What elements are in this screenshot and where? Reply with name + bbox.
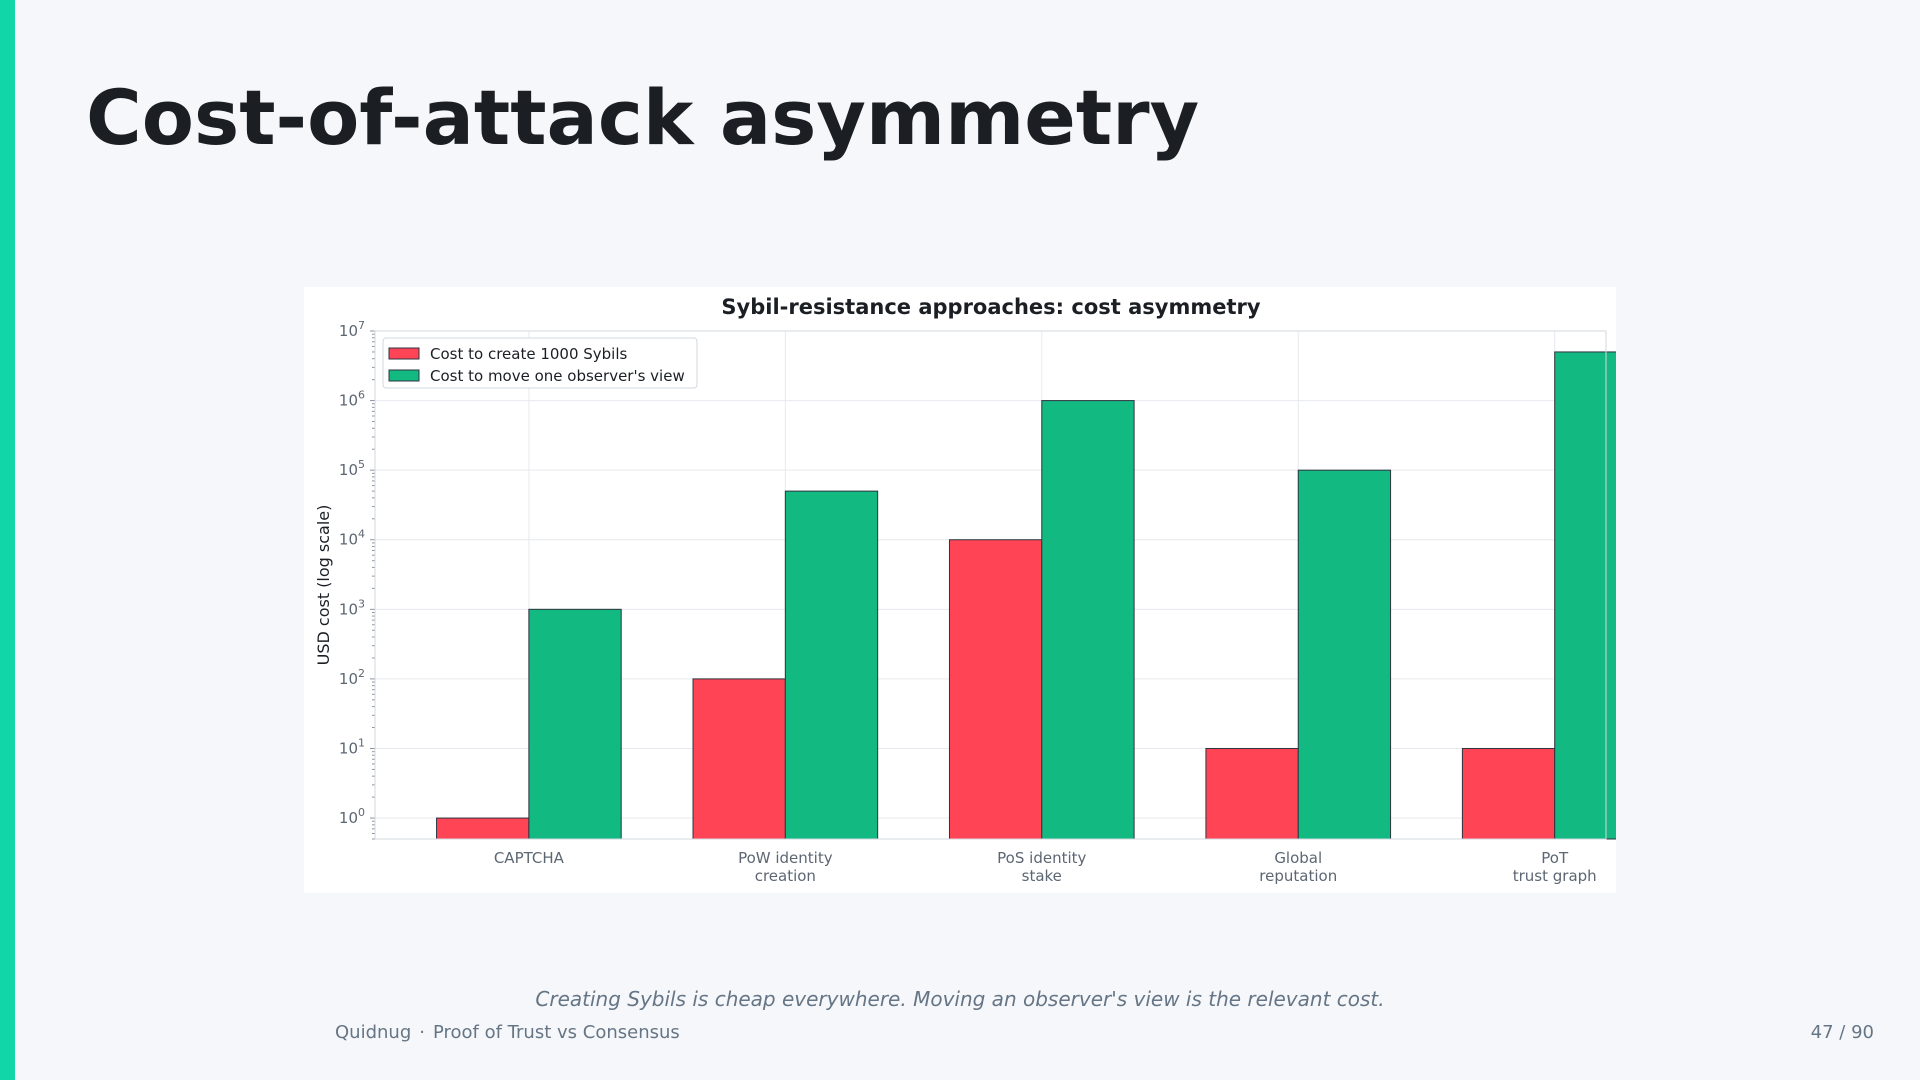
y-tick-label: 107: [339, 319, 365, 340]
page-number: 47 / 90: [1810, 1022, 1874, 1043]
bar: [528, 608, 622, 840]
bar-chart: Sybil-resistance approaches: cost asymme…: [314, 295, 1616, 885]
bar: [948, 539, 1043, 840]
x-tick-label: PoW identity creation: [738, 849, 833, 885]
bar: [1297, 469, 1392, 840]
y-tick-label: 106: [339, 389, 365, 410]
legend-label: Cost to create 1000 Sybils: [430, 345, 628, 363]
axes: [370, 330, 1607, 840]
bar: [1554, 351, 1616, 840]
y-tick-label: 100: [339, 806, 365, 827]
legend: Cost to create 1000 Sybils Cost to move o…: [382, 337, 698, 389]
accent-bar: [0, 0, 15, 1080]
legend-label: Cost to move one observer's view: [430, 367, 685, 385]
x-tick-label: Global reputation: [1259, 849, 1337, 885]
plot-frame: [374, 330, 1607, 840]
y-tick-label: 105: [339, 458, 365, 479]
bar: [692, 678, 786, 840]
bar: [1205, 747, 1299, 840]
bar: [784, 490, 879, 840]
legend-swatch: [388, 369, 420, 382]
legend-box: [382, 337, 698, 389]
y-tick-label: 102: [339, 667, 365, 688]
footer-separator: ·: [419, 1022, 425, 1043]
slide-title: Cost-of-attack asymmetry: [86, 73, 1200, 162]
footer-brand: Quidnug: [335, 1022, 412, 1043]
footer: Quidnug · Proof of Trust vs Consensus: [335, 1022, 680, 1043]
slide-caption: Creating Sybils is cheap everywhere. Mov…: [535, 987, 1385, 1011]
x-tick-label: CAPTCHA: [494, 849, 565, 867]
y-tick-label: 104: [339, 528, 365, 549]
bar: [1041, 400, 1135, 840]
bars: [436, 351, 1616, 840]
chart-title: Sybil-resistance approaches: cost asymme…: [721, 295, 1260, 319]
y-tick-label: 103: [339, 597, 365, 618]
bar: [436, 817, 530, 840]
footer-deck-title: Proof of Trust vs Consensus: [432, 1022, 680, 1043]
y-tick-labels: 100 101 102 103 104 105 106 107: [339, 319, 365, 827]
x-tick-label: PoS identity stake: [997, 849, 1086, 885]
legend-swatch: [388, 347, 420, 360]
bar: [1461, 747, 1556, 840]
x-tick-label: PoT trust graph: [1513, 849, 1597, 885]
chart-panel: Sybil-resistance approaches: cost asymme…: [304, 287, 1616, 893]
y-axis-label: USD cost (log scale): [314, 505, 333, 666]
y-tick-label: 101: [339, 736, 365, 757]
x-tick-labels: CAPTCHA PoW identity creation PoS identity s…: [494, 849, 1597, 885]
